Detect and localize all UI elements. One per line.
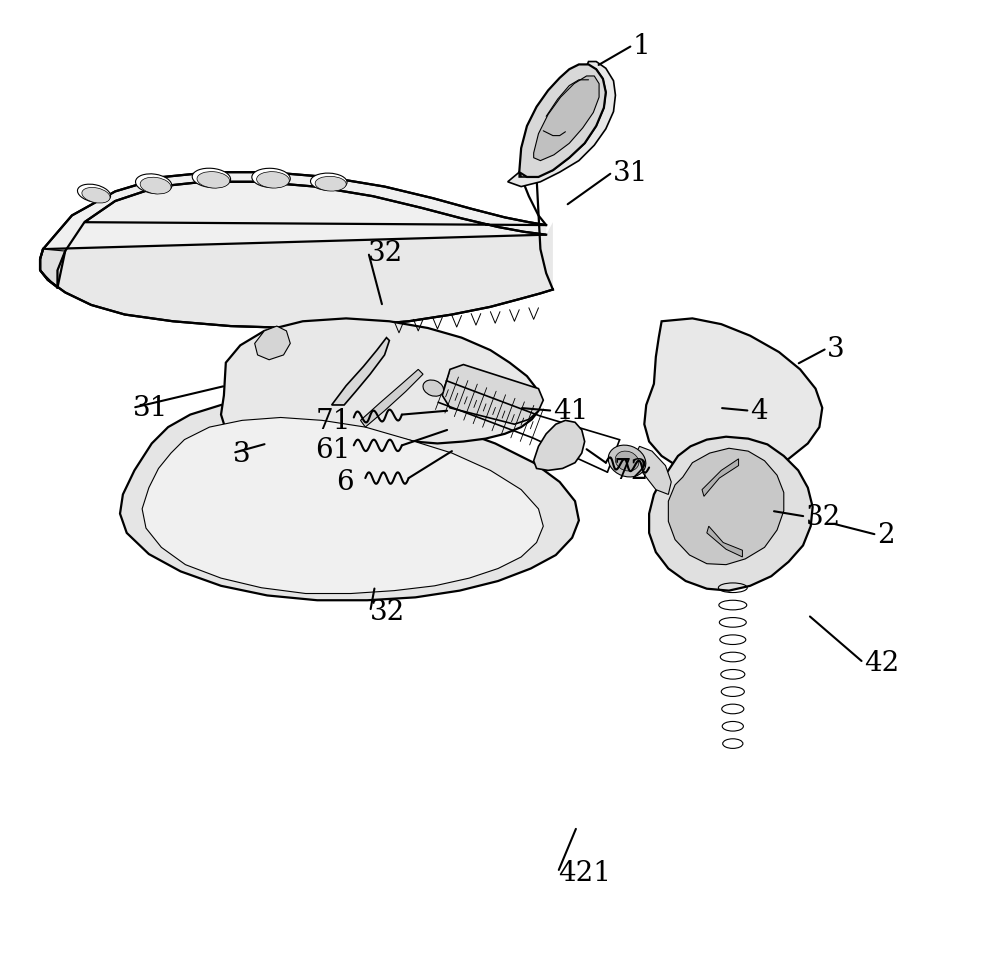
Ellipse shape	[257, 172, 289, 189]
Polygon shape	[534, 421, 585, 471]
Polygon shape	[442, 365, 543, 425]
Text: 3: 3	[827, 335, 845, 362]
Ellipse shape	[315, 177, 346, 192]
Polygon shape	[534, 77, 599, 161]
Polygon shape	[635, 447, 671, 495]
Text: 421: 421	[558, 859, 611, 886]
Ellipse shape	[310, 174, 347, 191]
Text: 31: 31	[613, 160, 648, 186]
Polygon shape	[43, 173, 546, 271]
Text: 31: 31	[133, 395, 168, 422]
Text: 1: 1	[633, 33, 651, 60]
Ellipse shape	[136, 175, 172, 194]
Polygon shape	[255, 327, 290, 360]
Polygon shape	[332, 338, 389, 406]
Polygon shape	[40, 183, 553, 329]
Polygon shape	[508, 62, 615, 187]
Polygon shape	[120, 401, 579, 601]
Text: 32: 32	[806, 504, 841, 530]
Text: 42: 42	[864, 650, 899, 677]
Text: 41: 41	[553, 398, 588, 425]
Text: 32: 32	[370, 599, 405, 626]
Polygon shape	[707, 527, 742, 557]
Ellipse shape	[252, 169, 290, 188]
Text: 6: 6	[336, 469, 354, 496]
Ellipse shape	[82, 188, 110, 204]
Polygon shape	[649, 437, 813, 591]
Ellipse shape	[615, 452, 639, 472]
Polygon shape	[40, 250, 65, 288]
Text: 32: 32	[368, 239, 403, 266]
Polygon shape	[702, 459, 739, 497]
Polygon shape	[43, 173, 546, 250]
Text: 61: 61	[315, 436, 351, 463]
Text: 2: 2	[877, 522, 895, 549]
Text: 71: 71	[315, 407, 351, 434]
Text: 72: 72	[614, 457, 649, 484]
Ellipse shape	[197, 172, 230, 189]
Ellipse shape	[608, 446, 646, 478]
Polygon shape	[519, 65, 606, 178]
Text: 4: 4	[750, 398, 768, 425]
Ellipse shape	[140, 178, 171, 195]
Polygon shape	[644, 319, 822, 476]
Polygon shape	[361, 370, 423, 428]
Ellipse shape	[77, 185, 111, 204]
Text: 3: 3	[233, 440, 250, 467]
Polygon shape	[142, 418, 543, 594]
Polygon shape	[221, 319, 540, 456]
Polygon shape	[668, 449, 784, 565]
Ellipse shape	[192, 169, 231, 188]
Ellipse shape	[423, 381, 444, 397]
